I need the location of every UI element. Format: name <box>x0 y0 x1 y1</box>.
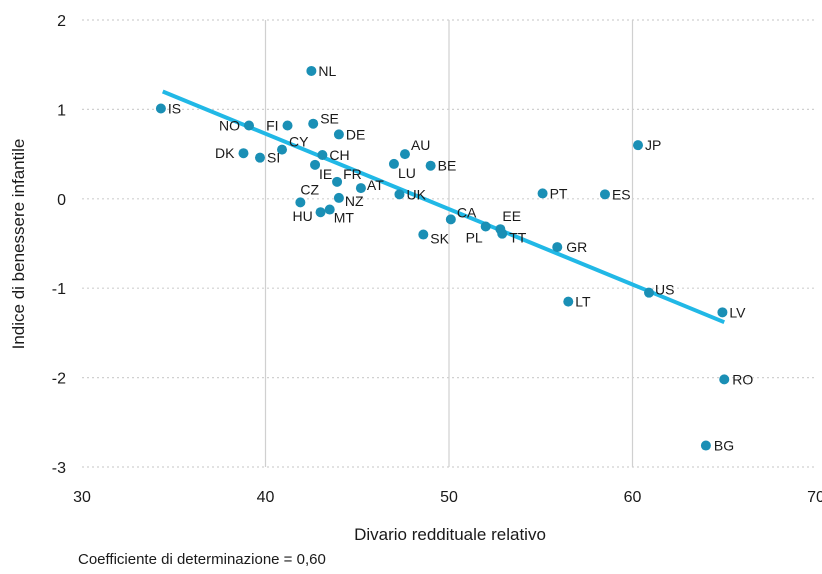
data-point-is <box>155 103 166 114</box>
data-point-uk <box>394 189 405 200</box>
data-point-labels: IS NO FI SE NL DE DK SI CY CH AU LU BE IE FR AT CZ UK NZ HU… <box>168 63 753 454</box>
point-label-pl: PL <box>466 230 483 246</box>
point-label-es: ES <box>612 186 631 202</box>
x-tick-label: 30 <box>73 489 91 506</box>
data-point-fi <box>282 120 293 131</box>
point-label-hu: HU <box>293 208 313 224</box>
data-point-be <box>425 160 436 171</box>
point-label-si: SI <box>267 150 280 166</box>
point-label-be: BE <box>438 158 457 174</box>
data-point-si <box>254 152 265 163</box>
point-label-tt: TT <box>509 230 527 246</box>
data-point-at <box>355 183 366 194</box>
determination-coefficient-note: Coefficiente di determinazione = 0,60 <box>78 551 326 568</box>
x-tick-label: 50 <box>440 489 458 506</box>
data-point-no <box>243 120 254 131</box>
point-label-de: DE <box>346 126 365 142</box>
point-label-bg: BG <box>714 438 734 454</box>
point-label-gr: GR <box>566 239 587 255</box>
data-point-hu <box>315 207 326 218</box>
point-label-jp: JP <box>645 137 661 153</box>
data-point-lv <box>717 307 728 318</box>
x-tick-labels: 30 40 50 60 70 <box>73 489 822 506</box>
x-tick-label: 70 <box>807 489 822 506</box>
point-label-nl: NL <box>318 63 336 79</box>
point-label-fr: FR <box>343 166 362 182</box>
point-label-cz: CZ <box>300 181 319 197</box>
y-tick-labels: 2 1 0 -1 -2 -3 <box>52 13 66 477</box>
y-tick-label: -1 <box>52 281 66 298</box>
point-label-ro: RO <box>732 371 753 387</box>
data-point-ro <box>719 374 730 385</box>
point-label-nz: NZ <box>345 193 364 209</box>
point-label-us: US <box>655 282 674 298</box>
data-point-us <box>644 287 655 298</box>
point-label-at: AT <box>367 177 384 193</box>
x-axis-title: Divario reddituale relativo <box>354 525 546 544</box>
data-point-lt <box>563 296 574 307</box>
point-label-ca: CA <box>457 204 477 220</box>
data-point-se <box>308 118 319 129</box>
point-label-lu: LU <box>398 165 416 181</box>
point-label-ch: CH <box>329 147 349 163</box>
point-label-pt: PT <box>550 185 568 201</box>
data-point-cz <box>295 197 306 208</box>
point-label-au: AU <box>411 137 430 153</box>
data-point-nl <box>306 65 317 76</box>
data-point-nz <box>333 192 344 203</box>
point-label-dk: DK <box>215 145 235 161</box>
point-label-fi: FI <box>266 117 278 133</box>
point-label-sk: SK <box>430 231 449 247</box>
data-point-au <box>399 149 410 160</box>
data-point-fr <box>332 176 343 187</box>
data-point-mt <box>324 204 335 215</box>
data-point-pt <box>537 188 548 199</box>
data-point-es <box>599 189 610 200</box>
y-axis-title: Indice di benessere infantile <box>9 139 28 350</box>
point-label-se: SE <box>320 111 339 127</box>
y-tick-label: 1 <box>57 102 66 119</box>
data-point-sk <box>418 229 429 240</box>
data-point-de <box>333 129 344 140</box>
point-label-cy: CY <box>289 134 309 150</box>
y-tick-label: -3 <box>52 460 66 477</box>
data-point-lu <box>388 158 399 169</box>
point-label-ie: IE <box>319 166 332 182</box>
data-point-bg <box>700 440 711 451</box>
point-label-uk: UK <box>406 186 426 202</box>
data-point-pl <box>480 221 491 232</box>
data-point-cy <box>277 144 288 155</box>
data-point-gr <box>552 242 563 253</box>
point-label-is: IS <box>168 101 181 117</box>
trend-line <box>161 89 726 325</box>
y-tick-label: 0 <box>57 192 66 209</box>
data-point-jp <box>633 140 644 151</box>
data-point-tt <box>497 228 508 239</box>
point-label-ee: EE <box>502 208 521 224</box>
point-label-lv: LV <box>729 304 746 320</box>
point-label-no: NO <box>219 117 240 133</box>
y-tick-label: 2 <box>57 13 66 30</box>
point-label-lt: LT <box>575 294 591 310</box>
data-point-dk <box>238 148 249 159</box>
data-point-ch <box>317 149 328 160</box>
data-points <box>155 65 730 451</box>
data-point-ca <box>445 214 456 225</box>
data-point-ie <box>310 159 321 170</box>
point-label-mt: MT <box>334 210 355 226</box>
y-tick-label: -2 <box>52 371 66 388</box>
x-tick-label: 60 <box>624 489 642 506</box>
grid-lines <box>82 19 816 468</box>
x-tick-label: 40 <box>257 489 275 506</box>
